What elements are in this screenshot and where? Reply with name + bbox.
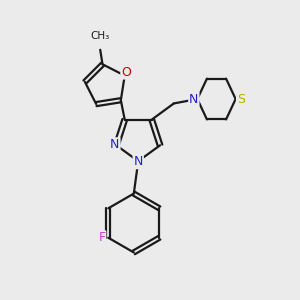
Text: N: N bbox=[189, 92, 199, 106]
Text: F: F bbox=[98, 231, 105, 244]
Text: O: O bbox=[121, 66, 131, 79]
Text: N: N bbox=[134, 155, 143, 168]
Text: N: N bbox=[110, 138, 120, 151]
Text: S: S bbox=[237, 92, 245, 106]
Text: CH₃: CH₃ bbox=[91, 32, 110, 41]
